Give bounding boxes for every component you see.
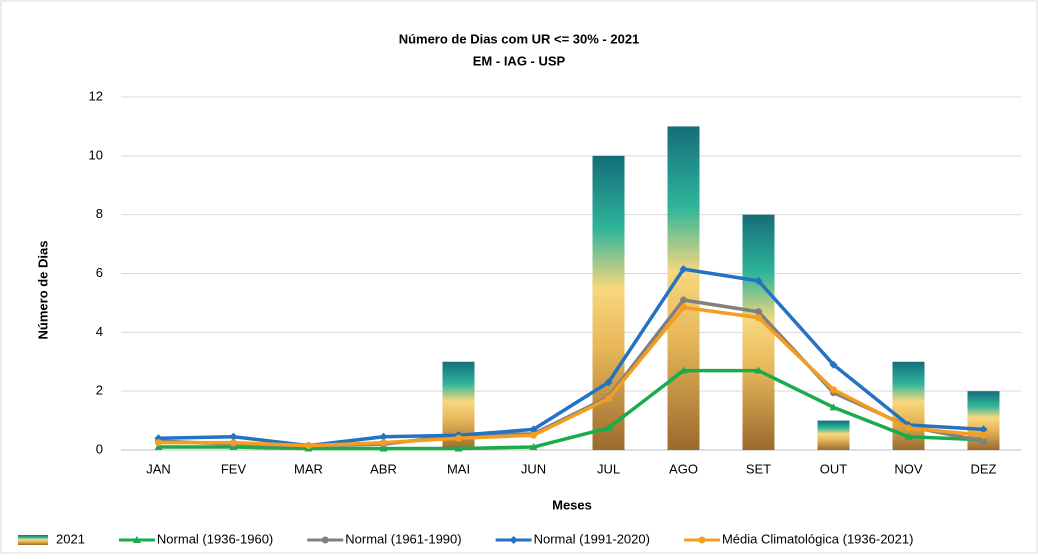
marker [754,366,763,374]
y-tick-label: 6 [96,265,103,280]
y-tick-label: 8 [96,206,103,221]
bar [817,420,850,450]
y-axis-label: Número de Dias [35,241,50,340]
marker [132,536,141,543]
marker [980,431,987,439]
marker [680,296,687,304]
marker [305,442,312,450]
marker [604,423,613,431]
legend-label: Normal (1961-1990) [345,531,461,546]
chart-subtitle: EM - IAG - USP [473,53,566,68]
marker [530,431,537,439]
y-tick-label: 4 [96,324,103,339]
marker [755,314,762,322]
x-tick-label: MAR [294,461,323,476]
marker [980,437,987,445]
legend-label: 2021 [56,531,85,546]
marker [155,439,162,447]
bar [742,214,775,450]
chart-title: Número de Dias com UR <= 30% - 2021 [399,31,640,46]
marker [679,265,688,274]
marker [829,360,838,369]
marker [754,276,763,285]
x-tick-label: JUL [597,461,620,476]
y-tick-label: 12 [89,88,103,103]
marker [230,439,237,447]
x-tick-label: NOV [894,461,923,476]
marker [605,395,612,403]
line [158,368,984,451]
marker [604,378,613,387]
marker [979,425,988,434]
marker [321,536,329,544]
marker [454,444,463,452]
x-tick-label: AGO [669,461,698,476]
marker [904,432,913,440]
y-tick-label: 2 [96,383,103,398]
line [158,305,984,448]
marker [154,443,163,451]
marker [698,536,706,544]
x-tick-label: DEZ [971,461,997,476]
marker [379,444,388,452]
x-tick-label: JAN [146,461,171,476]
marker [679,366,688,374]
x-tick-label: SET [746,461,771,476]
x-tick-label: ABR [370,461,397,476]
legend-swatch [18,535,48,545]
marker [529,443,538,451]
y-tick-label: 10 [89,147,103,162]
marker [755,308,762,316]
marker [379,432,388,441]
legend-label: Média Climatológica (1936-2021) [722,531,914,546]
marker [455,434,462,442]
legend-label: Normal (1936-1960) [157,531,273,546]
legend-label: Normal (1991-2020) [534,531,650,546]
marker [829,403,838,411]
marker [229,432,238,441]
marker [529,425,538,434]
marker [380,439,387,447]
x-axis-label: Meses [552,497,592,512]
marker [830,386,837,394]
x-tick-label: MAI [447,461,470,476]
marker [905,424,912,432]
x-tick-label: JUN [521,461,546,476]
marker [509,536,518,544]
x-tick-label: OUT [820,461,848,476]
y-tick-label: 0 [96,441,103,456]
marker [680,303,687,311]
x-tick-label: FEV [221,461,247,476]
